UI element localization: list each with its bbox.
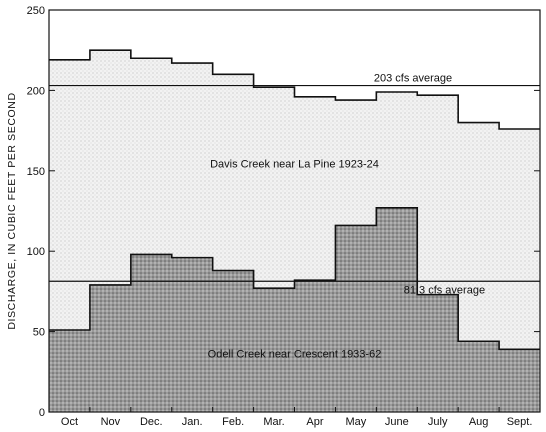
odell-bar-3 xyxy=(171,257,214,412)
y-tick-label-2: 100 xyxy=(27,246,45,258)
x-tick-label-5: Mar. xyxy=(263,416,284,428)
y-tick-label-5: 250 xyxy=(27,5,45,17)
y-axis-label: DISCHARGE, IN CUBIC FEET PER SECOND xyxy=(6,92,18,329)
y-tick-label-1: 50 xyxy=(33,327,45,339)
odell-bar-1 xyxy=(89,284,132,412)
x-tick-label-2: Dec. xyxy=(140,416,163,428)
odell-bar-5 xyxy=(253,288,295,412)
odell-bar-8 xyxy=(376,207,418,412)
odell-series-label: Odell Creek near Crescent 1933-62 xyxy=(208,348,382,360)
x-tick-label-7: May xyxy=(345,416,366,428)
odell-creek-bars xyxy=(49,207,541,412)
odell-bar-11 xyxy=(499,349,541,412)
odell-bar-6 xyxy=(294,280,336,412)
step-outlines xyxy=(49,49,540,351)
odell-bar-9 xyxy=(417,294,459,412)
davis-step-line xyxy=(49,49,540,130)
x-tick-label-11: Sept. xyxy=(507,416,533,428)
odell-bar-4 xyxy=(212,270,255,412)
y-axis-ticks: 0 50 100 150 200 250 xyxy=(27,5,540,419)
x-tick-label-0: Oct xyxy=(61,416,78,428)
y-tick-label-3: 150 xyxy=(27,166,45,178)
x-tick-label-3: Jan. xyxy=(182,416,203,428)
x-axis-ticks: Oct Nov Dec. Jan. Feb. Mar. Apr May June July Aug S… xyxy=(48,407,533,428)
odell-step-line xyxy=(49,206,540,351)
odell-average-label: 81.3 cfs average xyxy=(404,284,485,296)
odell-bar-10 xyxy=(458,341,500,412)
x-tick-label-9: July xyxy=(428,416,448,428)
y-tick-label-0: 0 xyxy=(39,407,45,419)
x-tick-label-8: June xyxy=(385,416,409,428)
y-tick-label-4: 200 xyxy=(27,85,45,97)
davis-average-label: 203 cfs average xyxy=(374,73,452,85)
x-tick-label-10: Aug xyxy=(469,416,489,428)
odell-bar-7 xyxy=(335,225,377,412)
x-tick-label-1: Nov xyxy=(101,416,121,428)
odell-bar-2 xyxy=(130,254,173,412)
odell-bar-0 xyxy=(49,329,91,412)
x-tick-label-4: Feb. xyxy=(222,416,244,428)
x-tick-label-6: Apr xyxy=(306,416,323,428)
davis-series-label: Davis Creek near La Pine 1923-24 xyxy=(210,159,379,171)
